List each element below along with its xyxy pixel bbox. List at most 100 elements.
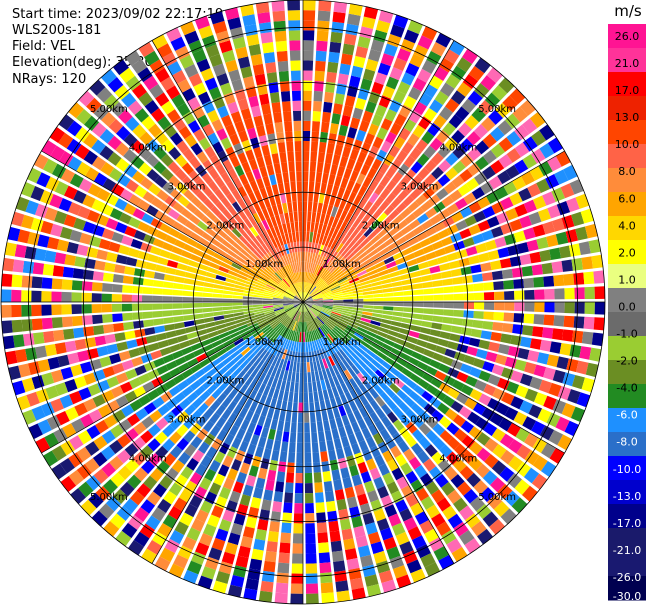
velocity-cell: [423, 348, 435, 358]
velocity-cell: [311, 292, 322, 298]
velocity-cell: [125, 458, 140, 473]
velocity-cell: [338, 426, 347, 438]
velocity-cell: [269, 143, 278, 155]
velocity-cell: [271, 184, 279, 196]
velocity-cell: [205, 44, 220, 58]
velocity-cell: [60, 366, 74, 380]
velocity-cell: [73, 190, 87, 204]
velocity-cell: [471, 107, 487, 123]
velocity-cell: [303, 110, 312, 121]
velocity-cell: [232, 299, 243, 302]
velocity-cell: [437, 174, 451, 187]
velocity-cell: [168, 385, 181, 397]
velocity-cell: [258, 134, 268, 147]
velocity-cell: [165, 360, 178, 371]
velocity-cell: [398, 401, 410, 414]
velocity-cell: [460, 420, 475, 434]
velocity-cell: [139, 445, 154, 459]
velocity-cell: [148, 123, 162, 138]
velocity-cell: [345, 23, 359, 36]
velocity-cell: [222, 420, 233, 433]
velocity-cell: [323, 323, 332, 332]
velocity-cell: [300, 281, 303, 292]
velocity-cell: [316, 30, 329, 42]
velocity-cell: [515, 427, 530, 443]
velocity-cell: [117, 465, 133, 480]
velocity-cell: [311, 340, 317, 352]
velocity-cell: [324, 399, 332, 411]
velocity-cell: [277, 313, 287, 320]
velocity-cell: [64, 254, 77, 266]
velocity-cell: [203, 198, 215, 210]
colorbar-tick-label: -21.0: [613, 544, 641, 557]
velocity-cell: [444, 348, 457, 359]
velocity-cell: [311, 351, 316, 362]
velocity-cell: [168, 505, 183, 520]
velocity-cell: [275, 310, 286, 316]
velocity-cell: [364, 403, 375, 415]
velocity-cell: [491, 201, 505, 214]
velocity-cell: [341, 414, 350, 427]
velocity-cell: [262, 300, 273, 302]
velocity-cell: [277, 182, 285, 194]
velocity-cell: [424, 562, 441, 577]
velocity-cell: [326, 276, 336, 284]
velocity-cell: [514, 290, 525, 300]
velocity-cell: [360, 355, 371, 366]
velocity-cell: [237, 274, 248, 281]
velocity-cell: [413, 302, 424, 308]
velocity-cell: [235, 277, 247, 284]
velocity-cell: [342, 310, 353, 315]
velocity-cell: [344, 212, 353, 224]
velocity-cell: [463, 489, 479, 504]
velocity-cell: [508, 439, 523, 454]
velocity-cell: [304, 442, 311, 453]
velocity-cell: [487, 249, 500, 261]
velocity-cell: [336, 590, 351, 602]
velocity-cell: [225, 320, 236, 327]
velocity-cell: [182, 148, 195, 162]
range-ring-label: 5.00km: [478, 492, 516, 503]
velocity-cell: [206, 326, 217, 334]
velocity-cell: [242, 293, 254, 297]
velocity-cell: [400, 322, 412, 330]
velocity-cell: [239, 462, 251, 475]
velocity-cell: [363, 294, 374, 299]
velocity-cell: [153, 357, 166, 368]
velocity-cell: [363, 188, 374, 201]
velocity-cell: [191, 551, 206, 566]
velocity-cell: [291, 310, 298, 319]
colorbar-swatch: [608, 192, 646, 217]
velocity-cell: [332, 308, 343, 313]
velocity-cell: [397, 440, 410, 453]
velocity-cell: [373, 297, 384, 302]
velocity-cell: [243, 183, 253, 195]
velocity-cell: [116, 505, 132, 522]
velocity-cell: [119, 67, 135, 83]
velocity-cell: [337, 276, 348, 284]
velocity-cell: [395, 338, 407, 346]
velocity-cell: [303, 241, 306, 252]
velocity-cell: [21, 214, 35, 230]
velocity-cell: [248, 215, 257, 227]
velocity-cell: [512, 176, 527, 191]
velocity-cell: [323, 214, 331, 226]
velocity-cell: [266, 541, 278, 553]
velocity-cell: [168, 175, 181, 188]
velocity-cell: [293, 302, 303, 306]
velocity-cell: [292, 252, 297, 263]
velocity-cell: [114, 332, 126, 342]
velocity-cell: [321, 461, 330, 472]
velocity-cell: [424, 159, 437, 173]
velocity-cell: [157, 116, 171, 130]
velocity-cell: [293, 211, 298, 222]
velocity-cell: [318, 267, 325, 277]
velocity-cell: [319, 131, 328, 143]
velocity-cell: [336, 257, 346, 267]
velocity-cell: [207, 180, 219, 193]
velocity-cell: [309, 286, 317, 295]
velocity-cell: [295, 341, 299, 353]
velocity-cell: [74, 126, 90, 143]
velocity-cell: [121, 404, 135, 418]
velocity-cell: [134, 507, 150, 522]
